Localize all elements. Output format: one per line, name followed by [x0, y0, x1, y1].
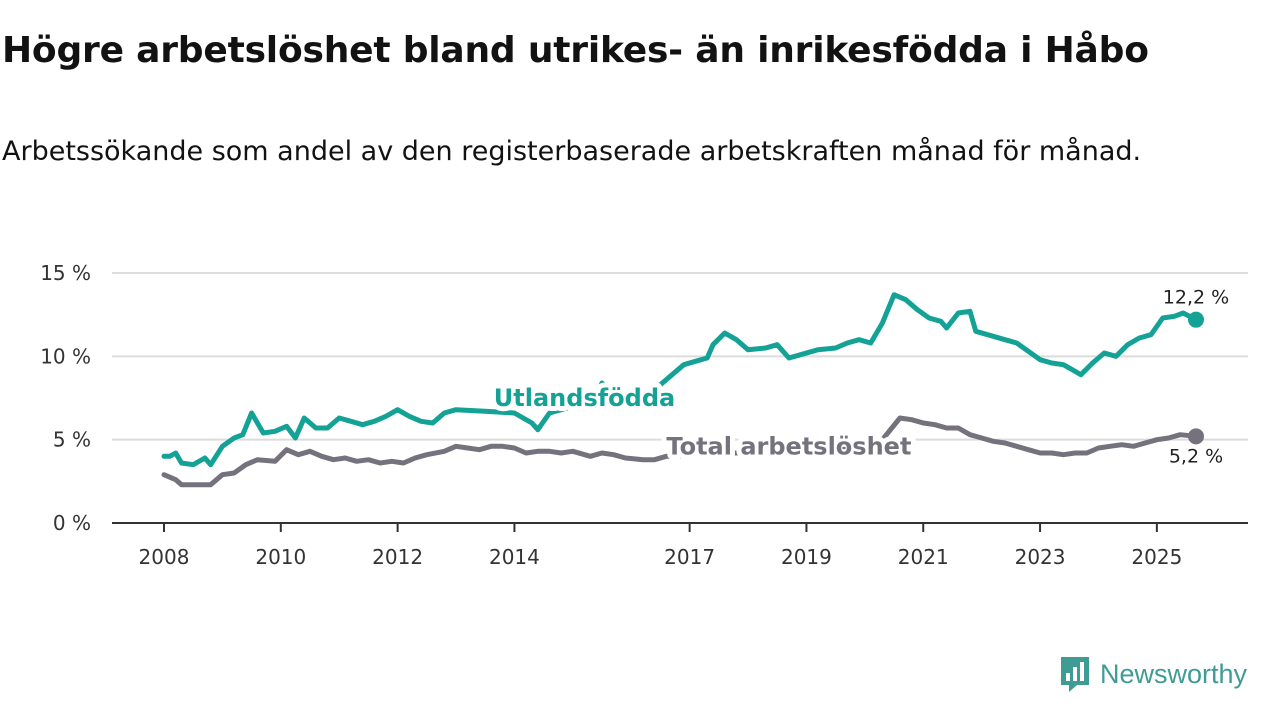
grid-lines	[112, 272, 1248, 441]
x-tick-label: 2014	[489, 545, 540, 569]
x-tick-label: 2010	[255, 545, 306, 569]
series-end-point	[1188, 428, 1204, 445]
series-end-point	[1188, 311, 1204, 328]
series-labels: 12,2 %5,2 %UtlandsföddaUtlandsföddaTotal…	[489, 287, 1229, 468]
y-tick-label: 5 %	[53, 428, 91, 452]
series-name-halo: Utlandsfödda	[494, 384, 675, 412]
series-end-label: 12,2 %	[1163, 287, 1229, 309]
x-tick-label: 2012	[372, 545, 423, 569]
y-tick-label: 10 %	[40, 344, 91, 368]
y-tick-label: 0 %	[53, 511, 91, 535]
x-tick-label: 2008	[139, 545, 190, 569]
series-name-halo: Total arbetslöshet	[666, 432, 911, 460]
x-tick-label: 2019	[781, 545, 832, 569]
newsworthy-logo-icon	[1061, 657, 1089, 692]
series-lines	[161, 292, 1204, 488]
series-line-utlandsfodda	[161, 292, 1199, 468]
chart-subtitle: Arbetssökande som andel av den registerb…	[2, 136, 1142, 167]
series-line-total	[161, 415, 1199, 488]
x-tick-label: 2021	[898, 545, 949, 569]
series-name-label: Utlandsfödda	[494, 384, 675, 412]
chart-title: Högre arbetslöshet bland utrikes- än inr…	[2, 30, 1149, 71]
series-end-label: 5,2 %	[1169, 445, 1223, 467]
newsworthy-logo: Newsworthy	[1058, 654, 1247, 694]
y-tick-label: 15 %	[40, 261, 91, 285]
x-tick-label: 2023	[1015, 545, 1066, 569]
x-tick-label: 2025	[1131, 545, 1182, 569]
x-tick-label: 2017	[664, 545, 715, 569]
series-name-label: Total arbetslöshet	[666, 432, 911, 460]
brand-name: Newsworthy	[1100, 658, 1248, 689]
y-axis: 0 % 5 % 10 % 15 %	[40, 261, 91, 535]
x-axis: 2008 2010 2012 2014 2017 2019 2021 2023 2025	[112, 522, 1248, 569]
